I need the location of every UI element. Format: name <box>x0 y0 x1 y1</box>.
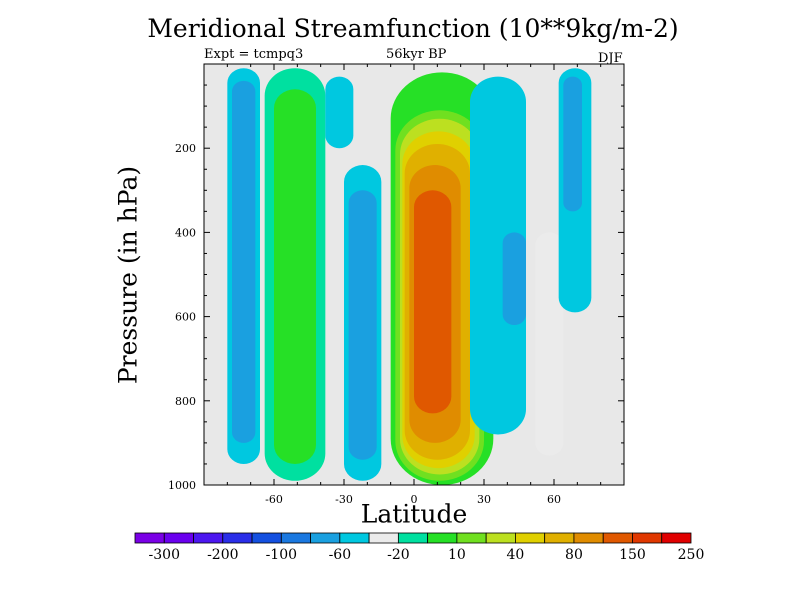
colorbar-label: 40 <box>507 547 525 563</box>
colorbar-label: -200 <box>207 547 238 563</box>
colorbar-label: 250 <box>678 547 705 563</box>
contour-region-14 <box>470 76 526 435</box>
y-tick-label: 800 <box>175 395 196 408</box>
colorbar-box-13 <box>515 532 546 544</box>
x-axis-label: Latitude <box>360 499 468 529</box>
colorbar-label: 10 <box>448 547 466 563</box>
colorbar-box-4 <box>251 532 282 544</box>
colorbar-label: -300 <box>149 547 180 563</box>
season-label: DJF <box>598 51 623 66</box>
colorbar-box-12 <box>485 532 516 544</box>
y-tick-label: 200 <box>175 142 196 155</box>
colorbar-box-1 <box>163 532 194 544</box>
contour-region-13 <box>414 190 452 414</box>
colorbar-box-7 <box>339 532 370 544</box>
colorbar-box-6 <box>310 532 341 544</box>
y-tick-label: 400 <box>175 226 196 239</box>
axis-group: -60 -30 0 30 60 200 400 600 800 1000 <box>168 64 624 506</box>
colorbar-label: -100 <box>266 547 297 563</box>
colorbar: -300 -200 -100 -60 -20 10 40 80 150 250 <box>134 532 705 563</box>
period-label: 56kyr BP <box>386 47 447 62</box>
colorbar-box-3 <box>222 532 253 544</box>
x-tick-label: -30 <box>335 493 353 506</box>
contour-region-6 <box>348 190 377 460</box>
colorbar-box-0 <box>134 532 165 544</box>
x-tick-label: 30 <box>477 493 491 506</box>
contour-region-4 <box>325 76 354 149</box>
colorbar-box-9 <box>397 532 429 544</box>
colorbar-box-17 <box>632 532 663 544</box>
colorbar-box-15 <box>573 532 604 544</box>
contour-region-18 <box>563 76 582 212</box>
colorbar-box-16 <box>602 532 633 544</box>
y-tick-label: 600 <box>175 311 196 324</box>
colorbar-box-11 <box>456 532 487 544</box>
contour-region-3 <box>274 89 316 464</box>
experiment-label: Expt = tcmpq3 <box>204 47 304 62</box>
colorbar-box-18 <box>661 532 692 544</box>
chart-title: Meridional Streamfunction (10**9kg/m-2) <box>147 14 679 43</box>
colorbar-box-2 <box>193 532 224 544</box>
contour-region-15 <box>502 232 526 326</box>
contour-region-16 <box>535 232 564 456</box>
x-tick-label: 60 <box>547 493 561 506</box>
x-tick-label: 0 <box>411 493 418 506</box>
colorbar-label: 150 <box>619 547 646 563</box>
y-tick-label: 1000 <box>168 479 196 492</box>
colorbar-box-8 <box>368 532 399 544</box>
colorbar-box-14 <box>544 532 575 544</box>
colorbar-box-10 <box>427 532 458 544</box>
colorbar-label: 80 <box>565 547 583 563</box>
x-tick-label: -60 <box>265 493 283 506</box>
colorbar-label: -20 <box>387 547 410 563</box>
contour-region-1 <box>232 80 256 443</box>
colorbar-box-5 <box>280 532 311 544</box>
contour-fill-group <box>227 68 592 485</box>
colorbar-label: -60 <box>329 547 352 563</box>
